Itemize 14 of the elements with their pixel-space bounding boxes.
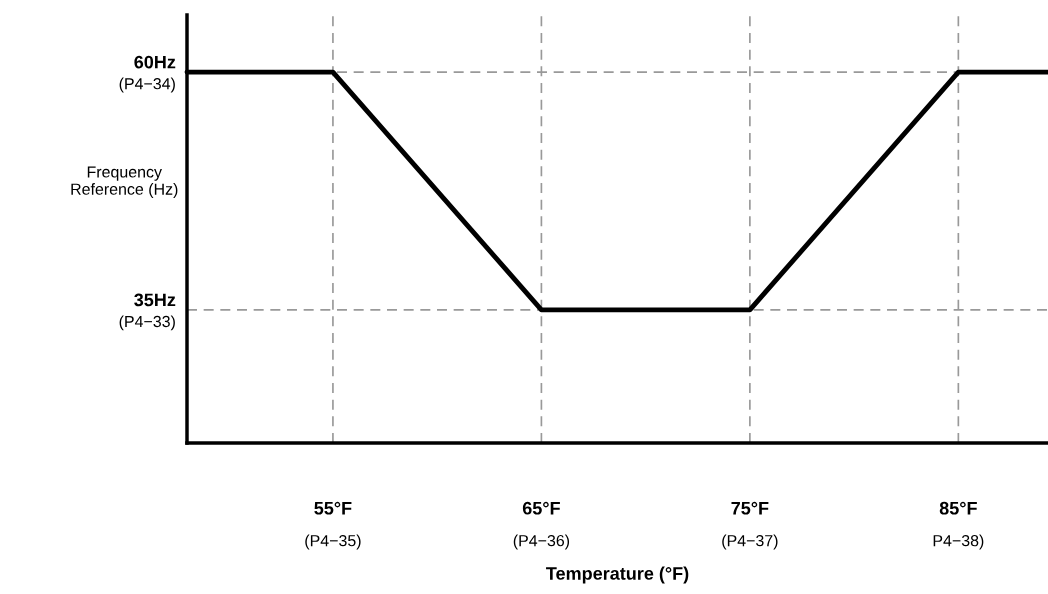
x-tick-label: 75°F [731, 501, 769, 515]
y-tick-label: 60Hz [134, 55, 176, 69]
x-tick-label: 65°F [522, 501, 560, 515]
text: (P4−37) [722, 534, 778, 550]
y-tick-label: 35Hz [134, 293, 176, 307]
x-tick-label: 85°F [939, 501, 977, 515]
text: (P4−33) [119, 315, 175, 331]
x-tick-label: 55°F [314, 501, 352, 515]
x-axis-title: Temperature (°F) [546, 566, 689, 584]
text: (P4−34) [119, 77, 175, 93]
y-axis-title: Frequency Reference (Hz) [71, 166, 178, 198]
text: (P4−35) [305, 534, 361, 550]
text: (P4−36) [513, 534, 570, 550]
text: P4−38) [933, 534, 984, 550]
